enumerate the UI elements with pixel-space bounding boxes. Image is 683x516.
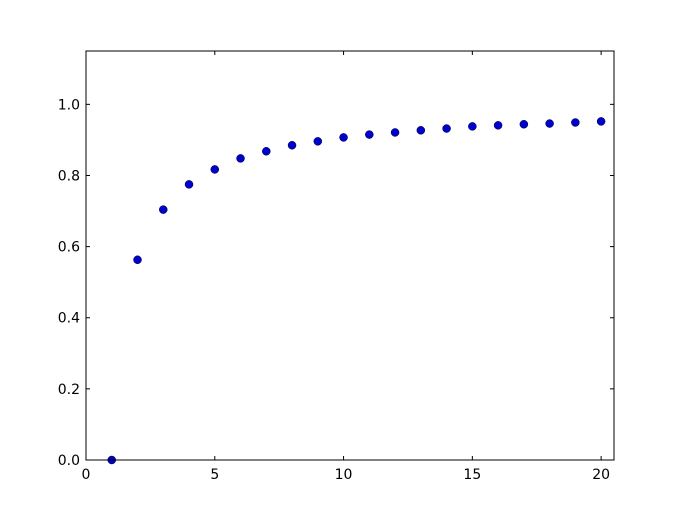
data-point xyxy=(493,121,503,130)
x-tick-label: 10 xyxy=(335,467,353,483)
plot-frame xyxy=(85,50,615,461)
data-point xyxy=(545,119,554,128)
data-point xyxy=(313,137,323,146)
data-point xyxy=(339,133,348,142)
y-tick-label: 0.4 xyxy=(58,311,80,327)
data-point xyxy=(519,120,529,129)
data-point xyxy=(442,124,451,133)
data-point xyxy=(262,147,271,156)
y-tick-label: 0.6 xyxy=(58,240,80,256)
data-point xyxy=(390,128,400,137)
x-tick-label: 20 xyxy=(592,467,610,483)
x-tick-label: 5 xyxy=(210,467,219,483)
data-point xyxy=(236,154,245,163)
data-point xyxy=(133,255,142,265)
y-tick-label: 1.0 xyxy=(58,97,80,113)
data-point xyxy=(159,205,168,214)
data-point xyxy=(468,122,477,131)
data-point xyxy=(184,180,194,189)
data-point xyxy=(416,126,426,135)
data-point xyxy=(365,130,374,139)
y-tick-label: 0.8 xyxy=(58,168,80,184)
y-tick-label: 0.0 xyxy=(58,453,80,469)
x-tick-label: 15 xyxy=(463,467,481,483)
data-point xyxy=(596,117,606,126)
data-point xyxy=(571,118,580,127)
y-tick-label: 0.2 xyxy=(58,382,80,398)
x-tick-label: 0 xyxy=(82,467,91,483)
data-point xyxy=(287,140,297,150)
data-point xyxy=(210,165,220,174)
